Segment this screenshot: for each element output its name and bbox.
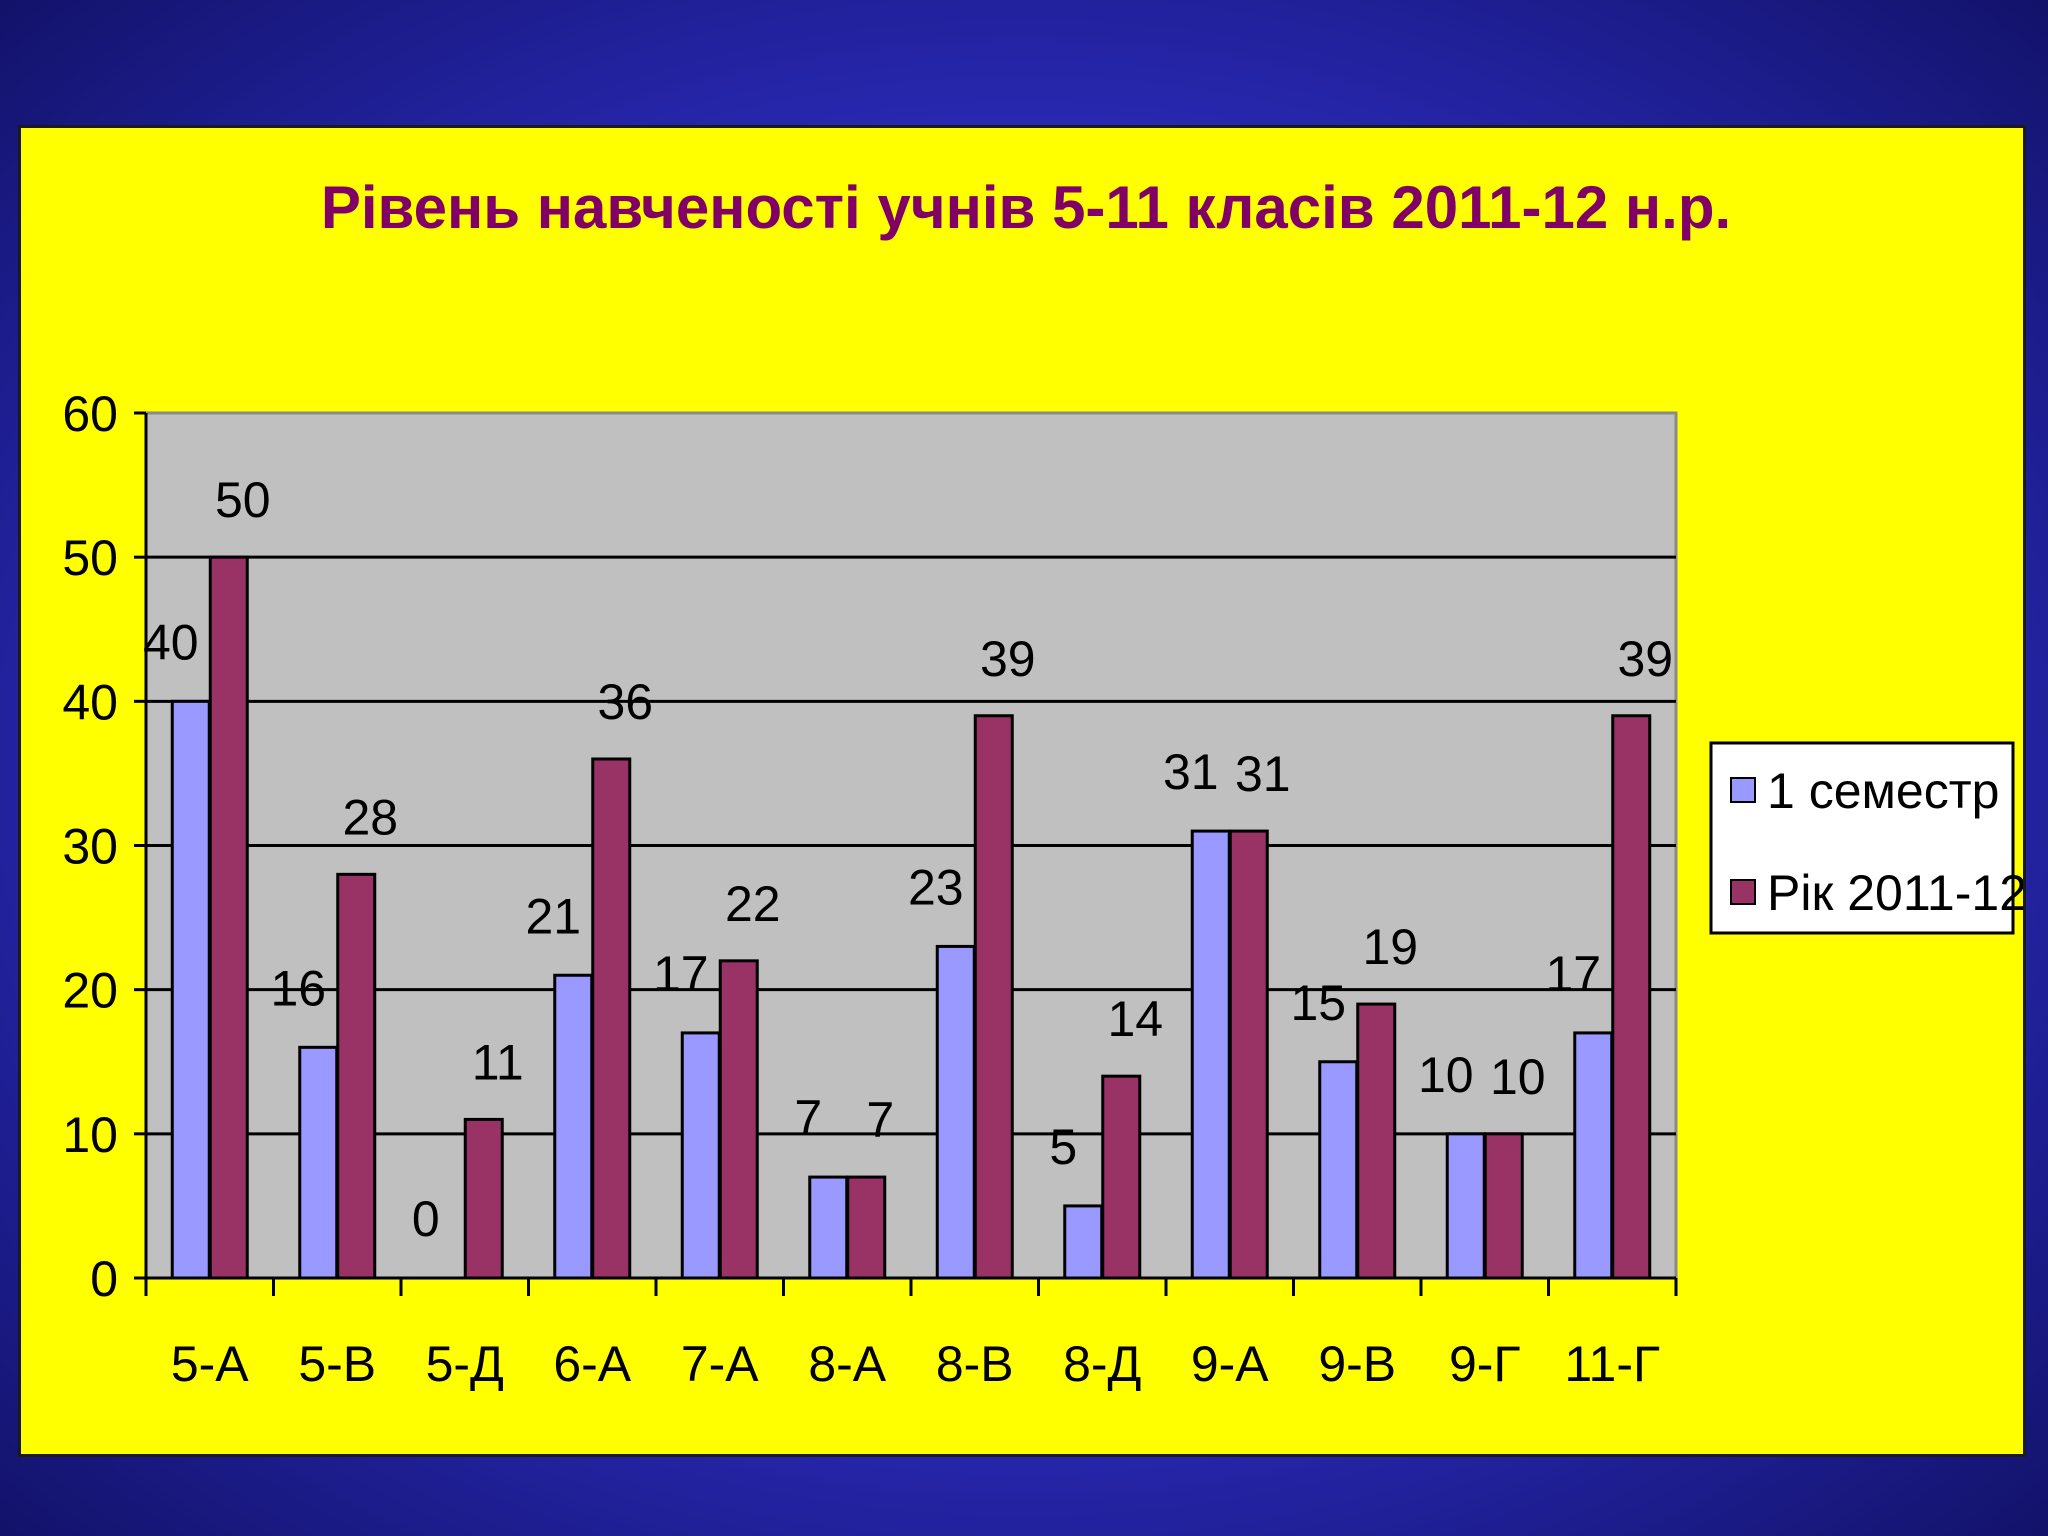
gridlines bbox=[146, 555, 1676, 1136]
bar-1-семестр-5-а bbox=[170, 699, 211, 1280]
data-label-1-семестр-9-г: 10 bbox=[1418, 1047, 1474, 1103]
data-label-1-семестр-5-в: 16 bbox=[270, 960, 326, 1016]
y-tick-label-30: 30 bbox=[62, 819, 118, 875]
x-tick-label-8-в: 8-В bbox=[936, 1336, 1014, 1392]
bar-1-семестр-9-в bbox=[1318, 1060, 1359, 1280]
x-tick-label-9-в: 9-В bbox=[1318, 1336, 1396, 1392]
chart-panel: Рівень навченості учнів 5-11 класів 2011… bbox=[18, 125, 2026, 1457]
bars bbox=[170, 555, 1652, 1280]
bar-1-семестр-11-г bbox=[1573, 1031, 1614, 1280]
bar-рік-2011-12-8-д bbox=[1101, 1074, 1142, 1280]
bar-рік-2011-12-8-а bbox=[846, 1175, 887, 1280]
data-label-1-семестр-9-в: 15 bbox=[1290, 975, 1346, 1031]
legend-box bbox=[1709, 741, 2015, 935]
bar-рік-2011-12-9-в bbox=[1356, 1002, 1397, 1280]
bar-1-семестр-8-а bbox=[808, 1175, 849, 1280]
bar-1-семестр-7-а bbox=[680, 1031, 721, 1280]
y-tick-label-40: 40 bbox=[62, 674, 118, 730]
y-tick-label-20: 20 bbox=[62, 963, 118, 1019]
data-labels: 40 50 16 28 0 11 21 36 17 22 7 7 23 39 5 14 31 31 15 19 10 10… bbox=[143, 472, 1673, 1247]
bar-рік-2011-12-5-а bbox=[208, 555, 249, 1280]
bar-рік-2011-12-11-г bbox=[1611, 714, 1652, 1280]
data-label-рік-2011-12-9-г: 10 bbox=[1490, 1049, 1546, 1105]
bar-рік-2011-12-5-д bbox=[463, 1117, 504, 1280]
data-label-1-семестр-5-д: 0 bbox=[412, 1191, 440, 1247]
y-tick-label-60: 60 bbox=[62, 386, 118, 442]
legend-swatch-1-semestr bbox=[1730, 777, 1756, 803]
data-label-1-семестр-8-а: 7 bbox=[794, 1090, 822, 1146]
bar-рік-2011-12-9-а bbox=[1228, 829, 1269, 1280]
x-tick-label-6-а: 6-А bbox=[553, 1336, 631, 1392]
bar-рік-2011-12-8-в bbox=[973, 714, 1014, 1280]
data-label-1-семестр-9-а: 31 bbox=[1163, 744, 1219, 800]
bar-chart: Рівень навченості учнів 5-11 класів 2011… bbox=[62, 174, 2023, 1392]
data-label-1-семестр-8-в: 23 bbox=[908, 859, 964, 915]
data-label-рік-2011-12-8-в: 39 bbox=[980, 631, 1036, 687]
x-tick-label-11-г: 11-Г bbox=[1564, 1336, 1660, 1392]
bar-рік-2011-12-6-а bbox=[591, 757, 632, 1280]
legend-label-rik-2011-12: Рік 2011-12 bbox=[1767, 865, 2023, 921]
bar-рік-2011-12-9-г bbox=[1483, 1132, 1524, 1280]
x-tick-label-7-а: 7-А bbox=[681, 1336, 759, 1392]
legend-label-1-semestr: 1 семестр bbox=[1767, 763, 1999, 819]
bar-1-семестр-8-д bbox=[1063, 1204, 1104, 1280]
bar-1-семестр-9-г bbox=[1445, 1132, 1486, 1280]
data-label-рік-2011-12-8-а: 7 bbox=[866, 1092, 894, 1148]
bar-1-семестр-8-в bbox=[935, 944, 976, 1280]
data-label-рік-2011-12-5-а: 50 bbox=[215, 472, 271, 528]
chart-title: Рівень навченості учнів 5-11 класів 2011… bbox=[321, 174, 1731, 241]
data-label-рік-2011-12-5-в: 28 bbox=[342, 789, 398, 845]
bar-рік-2011-12-5-в bbox=[336, 872, 377, 1280]
data-label-1-семестр-11-г: 17 bbox=[1545, 946, 1601, 1002]
x-tick-label-5-в: 5-В bbox=[298, 1336, 376, 1392]
data-label-1-семестр-8-д: 5 bbox=[1049, 1119, 1077, 1175]
x-tick-label-9-г: 9-Г bbox=[1449, 1336, 1521, 1392]
data-label-рік-2011-12-6-а: 36 bbox=[597, 674, 653, 730]
data-label-1-семестр-7-а: 17 bbox=[653, 946, 709, 1002]
bar-1-семестр-5-в bbox=[298, 1045, 339, 1280]
x-tick-label-5-а: 5-А bbox=[171, 1336, 249, 1392]
x-tick-label-8-а: 8-А bbox=[808, 1336, 886, 1392]
bar-1-семестр-9-а bbox=[1190, 829, 1231, 1280]
x-tick-label-8-д: 8-Д bbox=[1063, 1336, 1141, 1392]
y-tick-label-10: 10 bbox=[62, 1107, 118, 1163]
x-tick-label-5-д: 5-Д bbox=[426, 1336, 504, 1392]
y-tick-label-0: 0 bbox=[90, 1251, 118, 1307]
y-tick-label-50: 50 bbox=[62, 530, 118, 586]
data-label-1-семестр-5-а: 40 bbox=[143, 614, 199, 670]
data-label-рік-2011-12-11-г: 39 bbox=[1617, 631, 1673, 687]
bar-рік-2011-12-7-а bbox=[718, 959, 759, 1280]
legend-swatch-rik-2011-12 bbox=[1730, 879, 1756, 905]
data-label-рік-2011-12-7-а: 22 bbox=[725, 876, 781, 932]
data-label-рік-2011-12-8-д: 14 bbox=[1107, 991, 1163, 1047]
data-label-рік-2011-12-5-д: 11 bbox=[472, 1034, 524, 1090]
bar-1-семестр-6-а bbox=[553, 973, 594, 1280]
data-label-рік-2011-12-9-а: 31 bbox=[1235, 746, 1291, 802]
x-tick-label-9-а: 9-А bbox=[1191, 1336, 1269, 1392]
data-label-1-семестр-6-а: 21 bbox=[525, 888, 581, 944]
legend: 1 семестр Рік 2011-12 bbox=[1709, 741, 2023, 935]
data-label-рік-2011-12-9-в: 19 bbox=[1362, 919, 1418, 975]
